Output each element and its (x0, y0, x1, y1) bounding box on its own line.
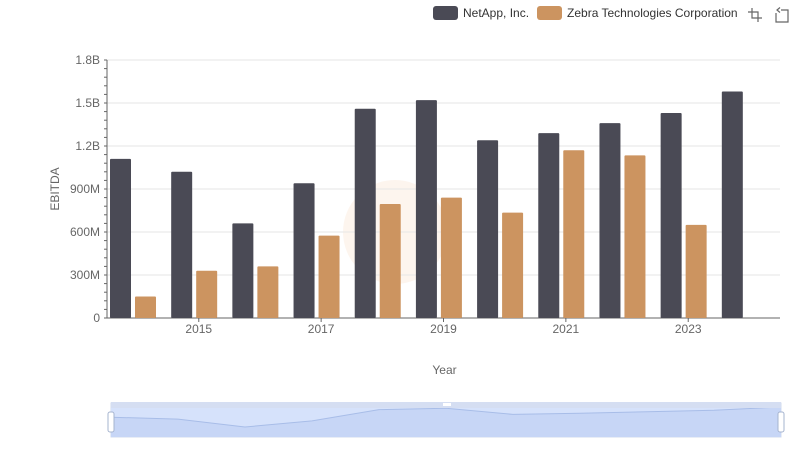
bar-netapp-2016 (232, 223, 254, 318)
x-axis-title: Year (432, 363, 456, 377)
legend: NetApp, Inc. Zebra Technologies Corporat… (433, 4, 738, 22)
y-tick-label: 300M (70, 268, 100, 282)
legend-label-netapp: NetApp, Inc. (463, 6, 530, 20)
x-tick-label: 2015 (185, 322, 212, 336)
bar-zebra-2017 (318, 235, 340, 318)
bar-netapp-2015 (171, 171, 193, 318)
y-tick-label: 600M (70, 225, 100, 239)
y-tick-label: 1.5B (75, 96, 100, 110)
x-tick-label: 2019 (430, 322, 457, 336)
zoom-handle-left[interactable] (107, 411, 115, 433)
bar-zebra-2020 (502, 212, 524, 318)
zoom-icon[interactable] (747, 7, 763, 23)
legend-label-zebra: Zebra Technologies Corporation (567, 6, 738, 20)
bar-netapp-2018 (354, 108, 376, 318)
bar-zebra-2015 (196, 270, 218, 318)
y-tick-label: 0 (93, 311, 100, 325)
zoom-reset-icon[interactable] (773, 7, 789, 23)
bar-netapp-2020 (477, 140, 499, 318)
bar-zebra-2023 (685, 224, 707, 318)
bar-netapp-2023 (660, 113, 682, 319)
y-tick-label: 1.2B (75, 139, 100, 153)
bar-netapp-2021 (538, 133, 560, 318)
y-tick-label: 1.8B (75, 53, 100, 67)
bar-netapp-2019 (415, 100, 437, 318)
zoom-handle-right[interactable] (777, 411, 785, 433)
zoom-preview-line (110, 406, 782, 428)
y-tick-label: 900M (70, 182, 100, 196)
x-tick-label: 2023 (675, 322, 702, 336)
zoom-drag-grip[interactable] (443, 403, 451, 406)
bar-netapp-2017 (293, 183, 315, 318)
bar-netapp-2022 (599, 123, 621, 318)
bar-zebra-2019 (440, 197, 462, 318)
legend-item-netapp[interactable]: NetApp, Inc. (433, 6, 529, 20)
zoom-preview-area (111, 407, 781, 437)
bar-netapp-2024 (721, 91, 743, 319)
legend-item-zebra[interactable]: Zebra Technologies Corporation (537, 6, 738, 20)
bar-netapp-2014 (110, 158, 131, 318)
bar-zebra-2016 (257, 266, 279, 318)
y-axis-title: EBITDA (48, 167, 62, 210)
bar-zebra-2022 (624, 155, 646, 318)
x-tick-label: 2017 (308, 322, 335, 336)
bar-zebra-2014 (135, 296, 156, 318)
x-tick-label: 2021 (553, 322, 580, 336)
bar-zebra-2021 (563, 150, 585, 318)
bar-zebra-2018 (379, 204, 401, 318)
legend-swatch-netapp (433, 6, 458, 20)
legend-swatch-zebra (537, 6, 563, 20)
